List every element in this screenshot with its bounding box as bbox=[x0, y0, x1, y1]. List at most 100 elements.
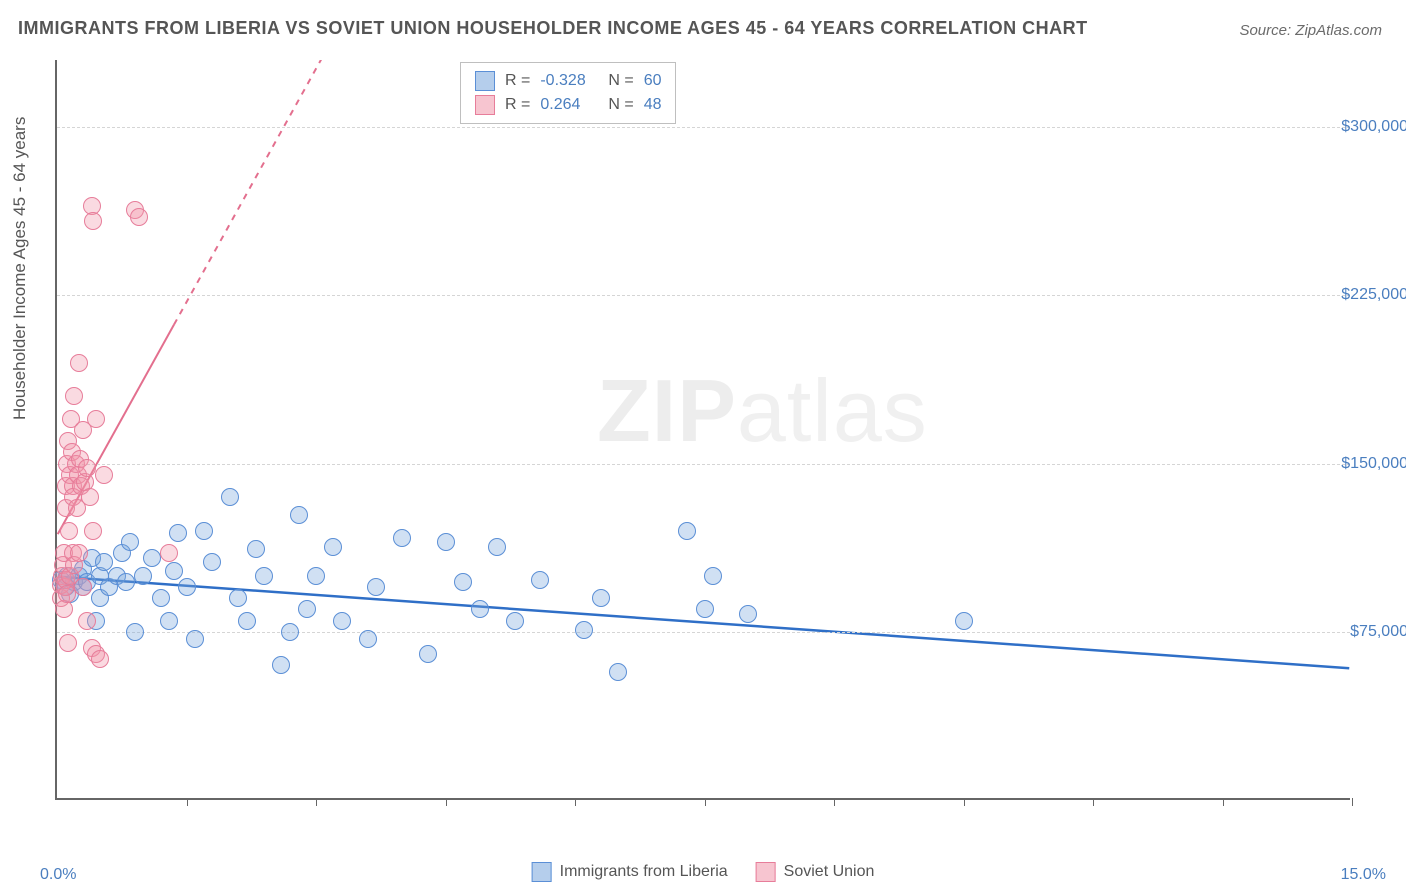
stats-n-value: 60 bbox=[644, 72, 662, 90]
data-point bbox=[165, 562, 183, 580]
data-point bbox=[531, 571, 549, 589]
data-point bbox=[247, 540, 265, 558]
data-point bbox=[575, 621, 593, 639]
data-point bbox=[91, 650, 109, 668]
x-tick bbox=[705, 798, 706, 806]
x-tick bbox=[964, 798, 965, 806]
data-point bbox=[290, 506, 308, 524]
stats-r-value: 0.264 bbox=[540, 96, 598, 114]
data-point bbox=[298, 600, 316, 618]
stats-legend-box: R = -0.328 N = 60 R = 0.264 N = 48 bbox=[460, 62, 676, 124]
gridline bbox=[57, 632, 1350, 633]
stats-n-value: 48 bbox=[644, 96, 662, 114]
data-point bbox=[84, 212, 102, 230]
data-point bbox=[143, 549, 161, 567]
data-point bbox=[609, 663, 627, 681]
y-tick-label: $225,000 bbox=[1298, 286, 1406, 304]
data-point bbox=[367, 578, 385, 596]
legend-swatch bbox=[532, 862, 552, 882]
data-point bbox=[454, 573, 472, 591]
legend-swatch bbox=[475, 71, 495, 91]
data-point bbox=[471, 600, 489, 618]
watermark: ZIPatlas bbox=[597, 360, 928, 462]
data-point bbox=[203, 553, 221, 571]
data-point bbox=[307, 567, 325, 585]
x-tick bbox=[446, 798, 447, 806]
data-point bbox=[437, 533, 455, 551]
data-point bbox=[281, 623, 299, 641]
data-point bbox=[195, 522, 213, 540]
data-point bbox=[333, 612, 351, 630]
stats-n-label: N = bbox=[608, 96, 633, 114]
data-point bbox=[121, 533, 139, 551]
data-point bbox=[95, 466, 113, 484]
trend-lines-layer bbox=[57, 60, 1350, 798]
legend-swatch bbox=[756, 862, 776, 882]
data-point bbox=[60, 522, 78, 540]
data-point bbox=[221, 488, 239, 506]
y-tick-label: $300,000 bbox=[1298, 118, 1406, 136]
bottom-legend: Immigrants from Liberia Soviet Union bbox=[532, 862, 875, 882]
data-point bbox=[55, 600, 73, 618]
gridline bbox=[57, 464, 1350, 465]
data-point bbox=[169, 524, 187, 542]
data-point bbox=[696, 600, 714, 618]
stats-n-label: N = bbox=[608, 72, 633, 90]
data-point bbox=[81, 488, 99, 506]
x-tick bbox=[316, 798, 317, 806]
data-point bbox=[324, 538, 342, 556]
data-point bbox=[160, 544, 178, 562]
data-point bbox=[678, 522, 696, 540]
source-attribution: Source: ZipAtlas.com bbox=[1239, 22, 1382, 39]
data-point bbox=[272, 656, 290, 674]
y-tick-label: $150,000 bbox=[1298, 455, 1406, 473]
data-point bbox=[255, 567, 273, 585]
x-tick bbox=[187, 798, 188, 806]
data-point bbox=[955, 612, 973, 630]
legend-item: Immigrants from Liberia bbox=[532, 862, 728, 882]
gridline bbox=[57, 295, 1350, 296]
x-tick bbox=[1093, 798, 1094, 806]
data-point bbox=[70, 354, 88, 372]
stats-row: R = -0.328 N = 60 bbox=[475, 69, 661, 93]
stats-row: R = 0.264 N = 48 bbox=[475, 93, 661, 117]
data-point bbox=[134, 567, 152, 585]
data-point bbox=[359, 630, 377, 648]
data-point bbox=[739, 605, 757, 623]
legend-item: Soviet Union bbox=[756, 862, 875, 882]
gridline bbox=[57, 127, 1350, 128]
y-tick-label: $75,000 bbox=[1298, 623, 1406, 641]
data-point bbox=[74, 578, 92, 596]
data-point bbox=[70, 544, 88, 562]
stats-r-label: R = bbox=[505, 72, 530, 90]
data-point bbox=[178, 578, 196, 596]
data-point bbox=[488, 538, 506, 556]
data-point bbox=[393, 529, 411, 547]
data-point bbox=[238, 612, 256, 630]
y-axis-label: Householder Income Ages 45 - 64 years bbox=[10, 117, 30, 420]
stats-r-value: -0.328 bbox=[540, 72, 598, 90]
data-point bbox=[130, 208, 148, 226]
data-point bbox=[59, 634, 77, 652]
data-point bbox=[506, 612, 524, 630]
x-tick bbox=[1352, 798, 1353, 806]
legend-label: Soviet Union bbox=[784, 863, 875, 881]
data-point bbox=[65, 387, 83, 405]
legend-swatch bbox=[475, 95, 495, 115]
data-point bbox=[126, 623, 144, 641]
data-point bbox=[78, 459, 96, 477]
x-tick bbox=[575, 798, 576, 806]
data-point bbox=[117, 573, 135, 591]
x-tick bbox=[1223, 798, 1224, 806]
x-axis-min-label: 0.0% bbox=[40, 866, 76, 884]
data-point bbox=[186, 630, 204, 648]
data-point bbox=[419, 645, 437, 663]
data-point bbox=[152, 589, 170, 607]
plot-area: ZIPatlas $75,000$150,000$225,000$300,000 bbox=[55, 60, 1350, 800]
stats-r-label: R = bbox=[505, 96, 530, 114]
chart-title: IMMIGRANTS FROM LIBERIA VS SOVIET UNION … bbox=[18, 18, 1088, 39]
data-point bbox=[704, 567, 722, 585]
data-point bbox=[87, 410, 105, 428]
x-axis-max-label: 15.0% bbox=[1341, 866, 1386, 884]
data-point bbox=[160, 612, 178, 630]
